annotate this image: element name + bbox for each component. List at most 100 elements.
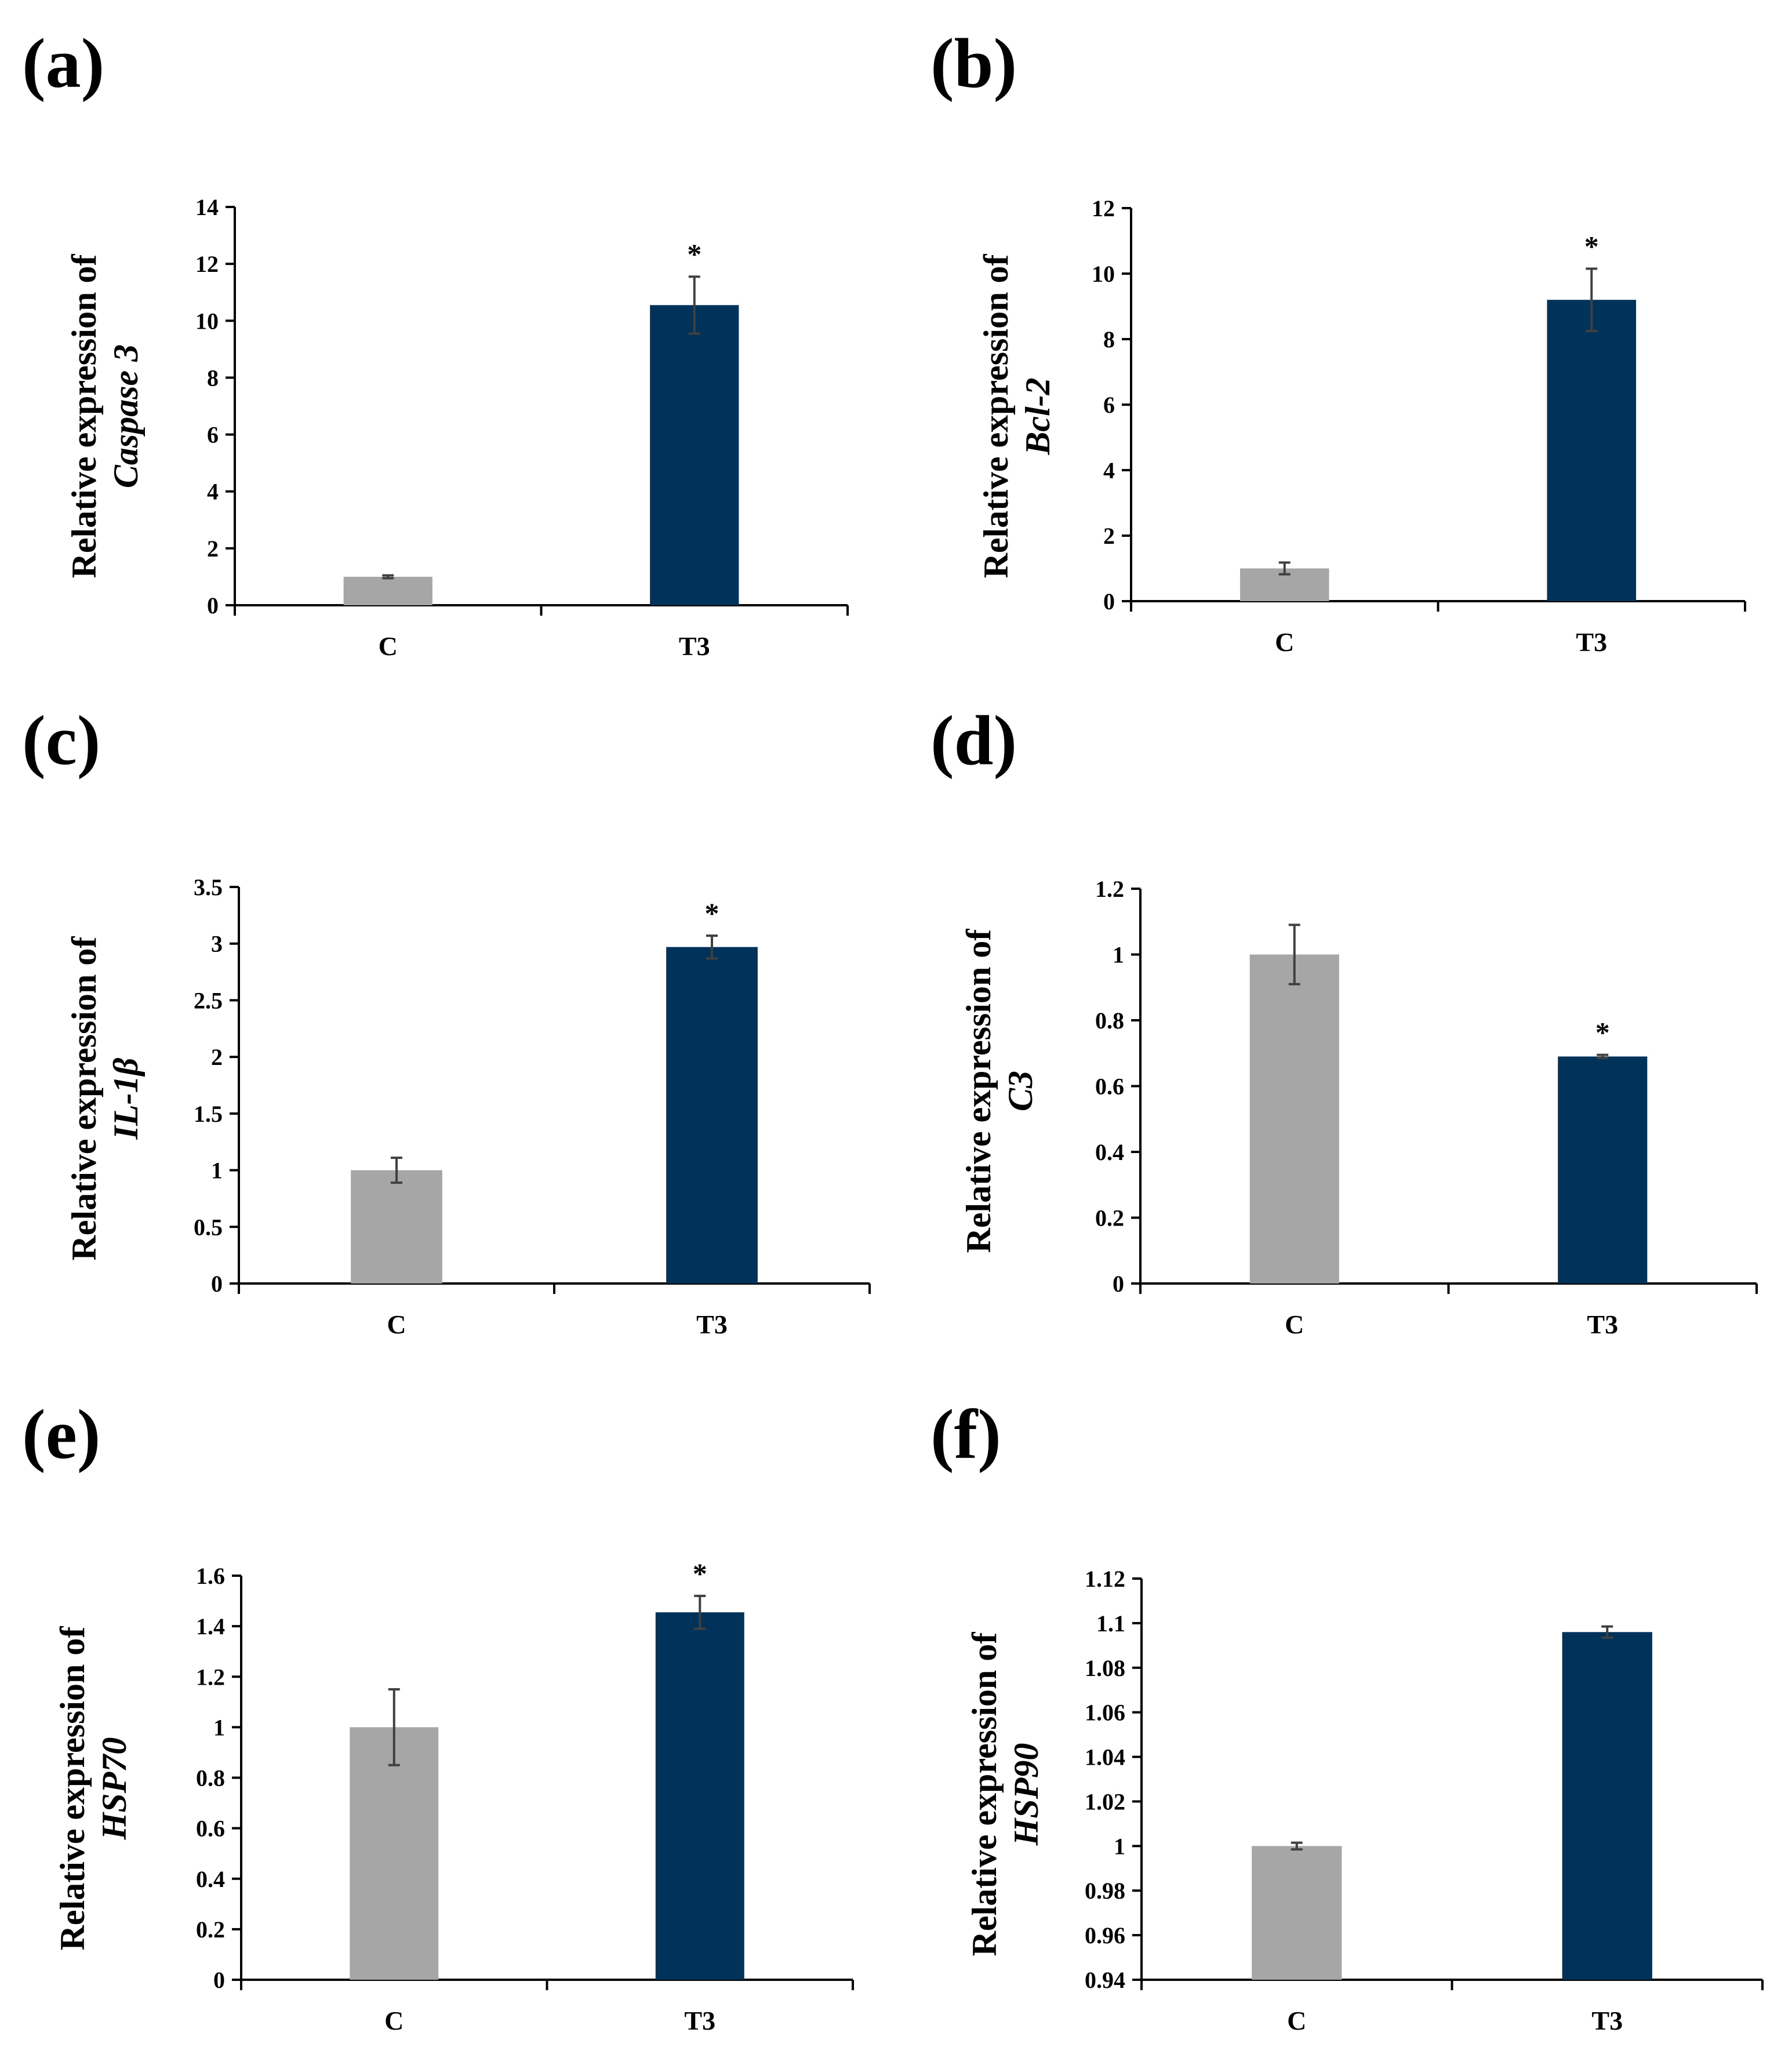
y-tick-label: 1 <box>1114 1833 1125 1859</box>
y-tick-label: 0.2 <box>1095 1205 1124 1231</box>
y-tick-label: 0.6 <box>196 1816 225 1842</box>
y-axis-label-gene: HSP90 <box>1007 1743 1045 1846</box>
panel-label: (a) <box>22 24 104 103</box>
y-axis-label-gene: Bcl-2 <box>1019 377 1057 455</box>
x-category-label: C <box>1275 627 1294 657</box>
y-axis-label-gene: IL-1β <box>107 1057 145 1140</box>
y-tick-label: 1.4 <box>196 1613 225 1639</box>
y-axis-label: Relative expression of HSP70 <box>53 1626 133 1951</box>
x-category-label: T3 <box>696 1310 728 1339</box>
bar-c <box>1252 1846 1342 1980</box>
y-tick-label: 1.2 <box>196 1664 225 1690</box>
error-bar-c <box>1278 561 1291 576</box>
y-tick-label: 2 <box>211 1044 223 1070</box>
x-category-label: T3 <box>1587 1310 1618 1339</box>
y-tick-label: 0 <box>1103 588 1115 615</box>
y-tick-label: 10 <box>1092 261 1115 287</box>
error-bar-t3 <box>1601 1625 1613 1639</box>
bar-t3 <box>666 947 758 1284</box>
x-category-label: C <box>379 631 398 661</box>
y-tick-label: 0 <box>211 1271 223 1297</box>
y-tick-label: 1.2 <box>1095 876 1124 902</box>
x-category-label: C <box>384 2006 404 2035</box>
y-tick-label: 10 <box>195 308 219 334</box>
y-tick-label: 1.08 <box>1085 1655 1125 1681</box>
chart-panel-5: (e) 0 0.2 0.4 0.6 0.8 1 1.2 1.4 1.6 C T3 * Relative e… <box>22 1395 854 2035</box>
y-tick-label: 0.6 <box>1095 1074 1124 1100</box>
error-bar-c <box>1288 923 1300 986</box>
y-tick-label: 2 <box>207 536 219 562</box>
bar-t3 <box>650 305 739 605</box>
error-bar-t3 <box>1586 267 1598 332</box>
y-tick-label: 1.6 <box>196 1563 225 1589</box>
y-tick-label: 1.06 <box>1085 1700 1125 1726</box>
y-tick-label: 1 <box>1113 942 1124 968</box>
error-bar-c <box>391 1157 402 1184</box>
y-tick-label: 0.4 <box>196 1866 225 1892</box>
chart-panel-2: (b) 0 2 4 6 8 10 12 C T3 * Relative expression of Bc… <box>930 24 1746 657</box>
y-tick-label: 3.5 <box>194 874 223 900</box>
significance-marker: * <box>1595 1016 1610 1049</box>
bar-t3 <box>1562 1632 1652 1980</box>
y-tick-label: 1.1 <box>1096 1610 1125 1637</box>
y-tick-label: 2 <box>1103 523 1115 549</box>
chart-panel-3: (c) 0 0.5 1 1.5 2 2.5 3 3.5 C T3 * Relative expressi… <box>22 701 871 1339</box>
y-tick-label: 1 <box>211 1158 223 1184</box>
x-category-label: T3 <box>679 631 710 661</box>
error-bar-c <box>1291 1841 1303 1851</box>
error-bar-t3 <box>706 935 718 960</box>
y-tick-label: 4 <box>207 479 219 505</box>
y-tick-label: 0.8 <box>196 1765 225 1791</box>
x-category-label: C <box>1285 1310 1304 1339</box>
y-tick-label: 1.5 <box>194 1101 223 1127</box>
chart-panel-1: (a) 0 2 4 6 8 10 12 14 C T3 * Relative expression of… <box>22 24 849 661</box>
y-tick-label: 0 <box>213 1967 225 1993</box>
y-axis-label: Relative expression of Caspase 3 <box>65 254 145 579</box>
y-tick-label: 1.12 <box>1085 1566 1125 1592</box>
chart-panel-6: (f) 0.94 0.96 0.98 1 1.02 1.04 1.06 1.08 1.1 1.12 C… <box>930 1395 1764 2035</box>
bar-t3 <box>1558 1056 1648 1284</box>
error-bar-t3 <box>1597 1053 1609 1060</box>
bar-c <box>350 1727 439 1980</box>
y-tick-label: 0.8 <box>1095 1008 1124 1034</box>
error-bar-t3 <box>694 1594 706 1630</box>
x-category-label: C <box>387 1310 406 1339</box>
panel-label: (c) <box>22 701 100 780</box>
significance-marker: * <box>687 238 701 270</box>
y-tick-label: 1.02 <box>1085 1788 1125 1815</box>
y-tick-label: 0 <box>1113 1271 1124 1297</box>
y-tick-label: 1 <box>213 1714 225 1740</box>
chart-panel-4: (d) 0 0.2 0.4 0.6 0.8 1 1.2 C T3 * Relative express… <box>930 701 1758 1339</box>
y-axis-label: Relative expression of Bcl-2 <box>977 254 1057 579</box>
y-tick-label: 3 <box>211 931 223 957</box>
x-category-label: T3 <box>684 2006 715 2035</box>
panel-label: (d) <box>930 701 1017 780</box>
x-category-label: C <box>1287 2006 1306 2035</box>
bar-t3 <box>1547 300 1637 601</box>
y-axis-label-line1: Relative expression of <box>53 1626 92 1951</box>
y-tick-label: 0.4 <box>1095 1139 1124 1165</box>
y-tick-label: 0.5 <box>194 1214 223 1240</box>
panel-label: (e) <box>22 1395 100 1474</box>
significance-marker: * <box>693 1557 707 1590</box>
bar-c <box>1249 954 1339 1284</box>
y-axis-label-gene: C3 <box>1001 1071 1039 1111</box>
y-tick-label: 14 <box>195 194 219 220</box>
y-tick-label: 0.2 <box>196 1917 225 1943</box>
y-tick-label: 12 <box>1092 195 1115 221</box>
y-axis-label-line1: Relative expression of <box>65 936 103 1261</box>
y-tick-label: 4 <box>1103 457 1115 483</box>
y-tick-label: 0.98 <box>1085 1878 1125 1904</box>
y-axis-label: Relative expression of IL-1β <box>65 936 145 1261</box>
y-tick-label: 1.04 <box>1085 1744 1125 1770</box>
y-axis-label: Relative expression of C3 <box>959 929 1039 1253</box>
y-axis-label-line1: Relative expression of <box>977 254 1015 579</box>
y-tick-label: 12 <box>195 251 219 277</box>
error-bar-t3 <box>688 275 700 335</box>
y-axis-label-gene: HSP70 <box>95 1737 133 1841</box>
bar-c <box>351 1170 442 1284</box>
y-axis-label-line1: Relative expression of <box>965 1632 1004 1957</box>
bar-c <box>343 576 432 605</box>
y-tick-label: 8 <box>207 365 219 391</box>
